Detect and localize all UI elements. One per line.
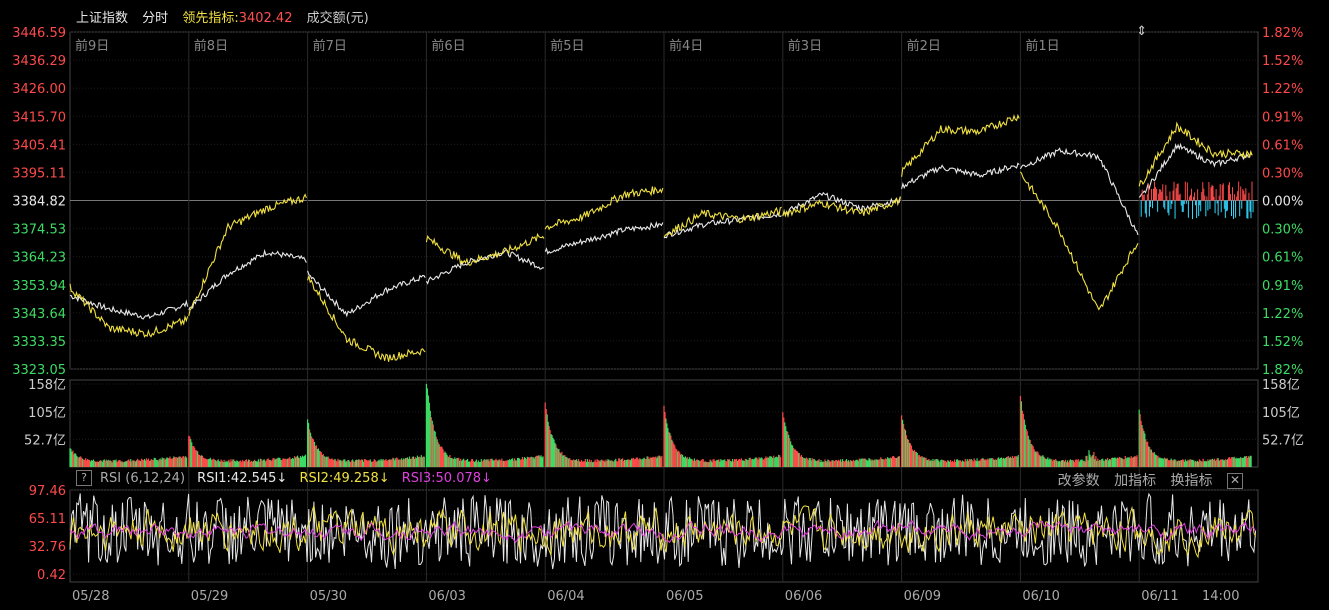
switch-indicator-button[interactable]: 换指标 bbox=[1170, 473, 1213, 489]
volume-tick-label: 52.7亿 bbox=[24, 433, 66, 448]
pct-tick-label: 1.82% bbox=[1262, 26, 1303, 41]
pct-tick-label: 1.22% bbox=[1262, 82, 1303, 97]
date-label: 14:00 bbox=[1202, 589, 1239, 604]
rsi-tick-label: 65.11 bbox=[29, 512, 66, 527]
volume-tick-label: 158亿 bbox=[28, 378, 66, 393]
rsi2-line bbox=[69, 505, 1257, 559]
close-icon[interactable]: ✕ bbox=[1227, 473, 1243, 489]
volume-tick-label-right: 52.7亿 bbox=[1262, 433, 1304, 448]
rsi3-line bbox=[69, 519, 1257, 544]
day-label: 前5日 bbox=[550, 38, 584, 54]
date-label: 05/28 bbox=[72, 589, 109, 604]
pct-tick-label: 0.91% bbox=[1262, 279, 1303, 294]
date-label: 06/05 bbox=[666, 589, 703, 604]
price-tick-label: 3323.05 bbox=[12, 363, 66, 378]
date-label: 06/11 bbox=[1141, 589, 1178, 604]
price-tick-label: 3343.64 bbox=[12, 307, 66, 322]
price-tick-label: 3395.11 bbox=[12, 166, 66, 181]
date-label: 06/10 bbox=[1022, 589, 1059, 604]
rsi-tick-label: 0.42 bbox=[37, 568, 66, 583]
day-label: 前3日 bbox=[788, 38, 822, 54]
price-tick-label: 3333.35 bbox=[12, 335, 66, 350]
indicator-tools: 改参数 加指标 换指标 ✕ bbox=[1048, 470, 1243, 490]
pct-tick-label: 0.91% bbox=[1262, 110, 1303, 125]
date-label: 06/04 bbox=[547, 589, 584, 604]
pct-tick-label: 0.61% bbox=[1262, 251, 1303, 266]
pct-tick-label: 0.00% bbox=[1262, 195, 1303, 210]
day-label: 前2日 bbox=[907, 38, 941, 54]
pct-tick-label: 0.30% bbox=[1262, 223, 1303, 238]
volume-tick-label-right: 158亿 bbox=[1262, 378, 1300, 393]
price-tick-label: 3426.00 bbox=[12, 82, 66, 97]
price-line bbox=[69, 142, 1253, 320]
day-label: 前7日 bbox=[313, 38, 347, 54]
day-label: 前1日 bbox=[1025, 38, 1059, 54]
price-tick-label: 3415.70 bbox=[12, 110, 66, 125]
rsi-tick-label: 97.46 bbox=[29, 484, 66, 499]
rsi-tick-label: 32.76 bbox=[29, 540, 66, 555]
price-tick-label: 3384.82 bbox=[12, 195, 66, 210]
pct-tick-label: 0.61% bbox=[1262, 138, 1303, 153]
price-tick-label: 3374.53 bbox=[12, 223, 66, 238]
date-label: 06/03 bbox=[428, 589, 465, 604]
rsi3-value: RSI3:50.078↓ bbox=[401, 470, 492, 486]
leading-line bbox=[69, 113, 1253, 362]
date-label: 05/30 bbox=[310, 589, 347, 604]
date-label: 06/09 bbox=[904, 589, 941, 604]
leading-label: 领先指标: bbox=[182, 11, 239, 26]
volume-label: 成交额(元) bbox=[306, 11, 369, 26]
mode-label[interactable]: 分时 bbox=[142, 11, 169, 26]
leading-value: 3402.42 bbox=[238, 11, 293, 26]
add-indicator-button[interactable]: 加指标 bbox=[1114, 473, 1157, 489]
index-name: 上证指数 bbox=[76, 11, 129, 26]
cursor-marker-icon: ⇕ bbox=[1136, 24, 1147, 39]
rsi1-value: RSI1:42.545↓ bbox=[197, 470, 288, 486]
price-tick-label: 3405.41 bbox=[12, 138, 66, 153]
rsi-title: RSI (6,12,24) bbox=[100, 470, 186, 486]
price-tick-label: 3364.23 bbox=[12, 251, 66, 266]
volume-tick-label: 105亿 bbox=[28, 406, 66, 421]
day-label: 前8日 bbox=[194, 38, 228, 54]
day-label: 前6日 bbox=[431, 38, 465, 54]
price-tick-label: 3353.94 bbox=[12, 279, 66, 294]
change-params-button[interactable]: 改参数 bbox=[1057, 473, 1100, 489]
day-label: 前4日 bbox=[669, 38, 703, 54]
day-label: 前9日 bbox=[75, 38, 109, 54]
pct-tick-label: 1.82% bbox=[1262, 363, 1303, 378]
price-tick-label: 3446.59 bbox=[12, 26, 66, 41]
price-tick-label: 3436.29 bbox=[12, 54, 66, 69]
pct-tick-label: 1.22% bbox=[1262, 307, 1303, 322]
rsi1-line bbox=[69, 492, 1257, 570]
pct-tick-label: 1.52% bbox=[1262, 54, 1303, 69]
rsi-header: ? RSI (6,12,24) RSI1:42.545↓ RSI2:49.258↓… bbox=[76, 470, 1256, 490]
rsi2-value: RSI2:49.258↓ bbox=[299, 470, 390, 486]
chart-header: 上证指数 分时 领先指标:3402.42 成交额(元) bbox=[76, 7, 379, 26]
date-label: 05/29 bbox=[191, 589, 228, 604]
volume-tick-label-right: 105亿 bbox=[1262, 406, 1300, 421]
pct-tick-label: 1.52% bbox=[1262, 335, 1303, 350]
date-label: 06/06 bbox=[785, 589, 822, 604]
help-button[interactable]: ? bbox=[76, 470, 92, 486]
pct-tick-label: 0.30% bbox=[1262, 166, 1303, 181]
